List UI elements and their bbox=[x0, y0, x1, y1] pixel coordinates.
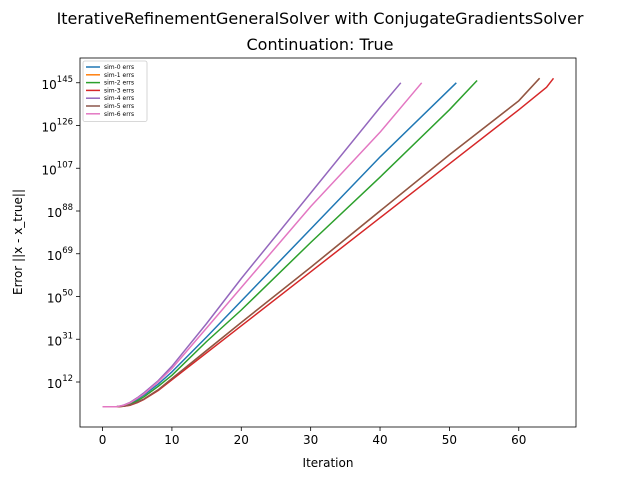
legend-label-5: sim-5 errs bbox=[104, 103, 134, 110]
legend-label-6: sim-6 errs bbox=[104, 111, 134, 118]
y-tick-base: 10 bbox=[47, 249, 62, 263]
y-tick-base: 10 bbox=[47, 206, 62, 220]
x-tick-label: 40 bbox=[372, 433, 387, 447]
x-tick-label: 30 bbox=[303, 433, 318, 447]
y-tick-base: 10 bbox=[47, 334, 62, 348]
y-tick-label: 10 69 bbox=[47, 246, 73, 263]
chart-subtitle: Continuation: True bbox=[246, 35, 393, 54]
legend-label-1: sim-1 errs bbox=[104, 72, 134, 79]
legend-label-0: sim-0 errs bbox=[104, 64, 134, 71]
y-tick-exponent: 31 bbox=[62, 331, 73, 341]
series-line-5 bbox=[102, 77, 541, 408]
chart-title: IterativeRefinementGeneralSolver with Co… bbox=[57, 9, 584, 28]
legend-label-3: sim-3 errs bbox=[104, 87, 134, 94]
y-axis-label: Error ||x - x_true|| bbox=[11, 189, 25, 295]
series-line-6 bbox=[102, 82, 423, 408]
y-tick-base: 10 bbox=[42, 121, 57, 135]
y-tick-label: 10 31 bbox=[47, 331, 73, 348]
y-tick-exponent: 50 bbox=[62, 289, 73, 299]
x-tick-label: 20 bbox=[234, 433, 249, 447]
y-tick-label: 10 126 bbox=[42, 118, 74, 135]
x-axis-label: Iteration bbox=[303, 456, 354, 470]
y-tick-label: 10 50 bbox=[47, 289, 73, 306]
axes-frame bbox=[79, 57, 577, 428]
y-tick-exponent: 107 bbox=[57, 160, 73, 170]
y-tick-base: 10 bbox=[47, 292, 62, 306]
legend-label-2: sim-2 errs bbox=[104, 80, 134, 87]
y-tick-exponent: 145 bbox=[57, 75, 73, 85]
y-tick-base: 10 bbox=[42, 163, 57, 177]
y-tick-exponent: 126 bbox=[57, 118, 73, 128]
y-tick-exponent: 88 bbox=[62, 203, 73, 213]
x-tick-label: 0 bbox=[99, 433, 107, 447]
x-tick-label: 60 bbox=[511, 433, 526, 447]
y-tick-label: 10 88 bbox=[47, 203, 73, 220]
y-tick-exponent: 12 bbox=[62, 374, 73, 384]
x-tick-label: 10 bbox=[164, 433, 179, 447]
x-tick-label: 50 bbox=[442, 433, 457, 447]
y-tick-label: 10 107 bbox=[42, 160, 74, 177]
y-tick-base: 10 bbox=[42, 78, 57, 92]
y-tick-exponent: 69 bbox=[62, 246, 73, 256]
y-tick-base: 10 bbox=[47, 377, 62, 391]
y-tick-label: 10 145 bbox=[42, 75, 74, 92]
y-tick-label: 10 12 bbox=[47, 374, 73, 391]
legend-label-4: sim-4 errs bbox=[104, 95, 134, 102]
